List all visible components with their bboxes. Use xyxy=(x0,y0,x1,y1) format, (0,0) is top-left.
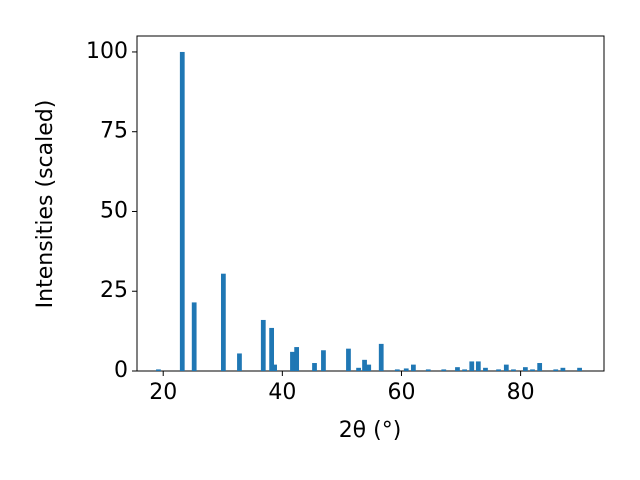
bar xyxy=(469,361,475,371)
bar xyxy=(362,359,367,371)
bar xyxy=(260,319,266,371)
bar xyxy=(475,361,481,371)
bar xyxy=(553,369,559,371)
bar xyxy=(503,364,509,371)
y-tick-label: 75 xyxy=(100,119,128,144)
bar xyxy=(441,369,447,371)
x-tick-label: 80 xyxy=(507,380,535,405)
x-axis-label: 2θ (°) xyxy=(339,418,402,443)
y-tick-label: 50 xyxy=(100,198,128,223)
bar xyxy=(156,369,161,371)
bar xyxy=(496,369,501,371)
bar xyxy=(269,327,275,371)
x-tick-label: 40 xyxy=(268,380,296,405)
bar xyxy=(312,363,317,371)
bar xyxy=(321,350,326,371)
bar xyxy=(483,367,488,371)
bar xyxy=(537,363,543,371)
bar xyxy=(560,367,566,371)
bar xyxy=(356,367,361,371)
bar xyxy=(191,302,197,371)
bar xyxy=(522,367,528,371)
bar xyxy=(462,369,467,371)
x-tick-label: 20 xyxy=(149,380,177,405)
bar xyxy=(511,369,516,371)
plot-frame xyxy=(136,35,605,372)
bar xyxy=(346,348,351,371)
y-axis-label: Intensities (scaled) xyxy=(33,100,58,309)
bar xyxy=(290,351,295,371)
y-tick-label: 100 xyxy=(86,39,128,64)
bar xyxy=(294,347,300,371)
bar xyxy=(411,364,416,371)
bar xyxy=(394,369,400,371)
bar xyxy=(179,51,185,371)
bar xyxy=(220,273,226,371)
bar xyxy=(366,364,372,371)
bar xyxy=(455,367,460,371)
x-tick-label: 60 xyxy=(387,380,415,405)
bar xyxy=(272,364,277,371)
bar xyxy=(577,367,582,371)
bar xyxy=(378,343,384,371)
bar xyxy=(237,353,242,371)
bar xyxy=(530,369,535,371)
y-tick-label: 0 xyxy=(114,358,128,383)
bar xyxy=(425,369,431,371)
y-tick-label: 25 xyxy=(100,278,128,303)
bar xyxy=(403,368,409,371)
